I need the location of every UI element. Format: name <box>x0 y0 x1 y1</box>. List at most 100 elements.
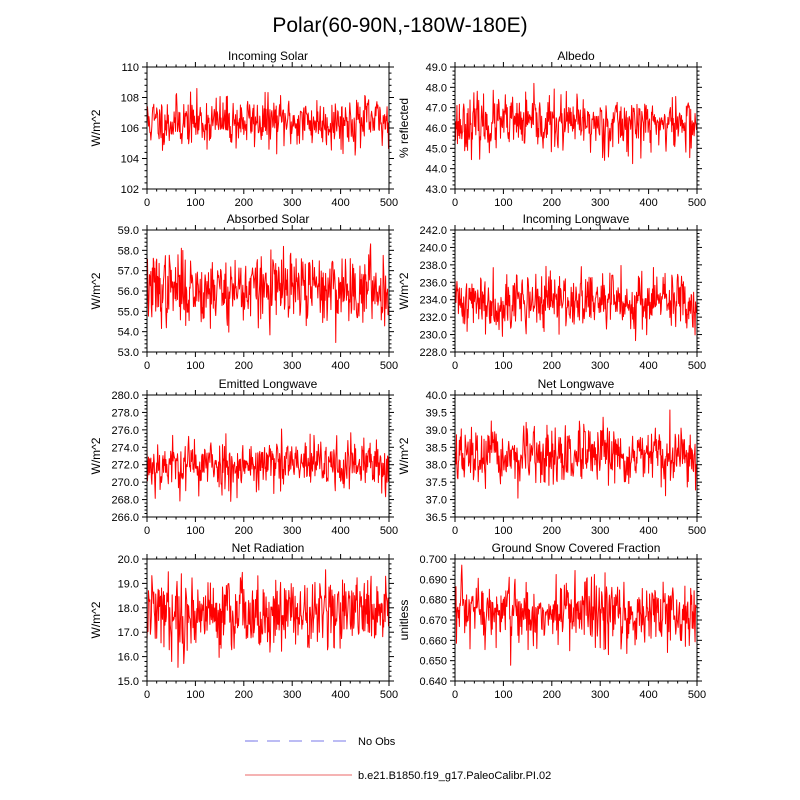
net-radiation-y-tick-label: 19.0 <box>118 578 139 590</box>
albedo-y-tick-label: 47.0 <box>426 103 447 115</box>
incoming-longwave-y-axis-label: W/m^2 <box>397 272 411 309</box>
net-longwave-y-tick-label: 39.5 <box>426 407 447 419</box>
ground-snow-covered-fraction-x-tick-label: 100 <box>494 689 512 701</box>
incoming-longwave-y-tick-label: 236.0 <box>419 277 447 289</box>
ground-snow-covered-fraction-y-tick-label: 0.660 <box>419 635 447 647</box>
ground-snow-covered-fraction-y-tick-label: 0.690 <box>419 574 447 586</box>
absorbed-solar-y-tick-label: 55.0 <box>118 306 139 318</box>
net-radiation-plot-frame <box>146 558 390 682</box>
ground-snow-covered-fraction-y-axis-label: unitless <box>397 600 411 641</box>
net-radiation-y-tick-label: 16.0 <box>118 652 139 664</box>
albedo-series-line <box>454 82 698 165</box>
net-longwave-y-tick-label: 38.5 <box>426 442 447 454</box>
net-longwave-x-tick-label: 300 <box>591 525 609 537</box>
net-radiation-series-line <box>146 569 390 668</box>
net-radiation-title: Net Radiation <box>232 541 305 555</box>
incoming-solar-y-tick-label: 108 <box>121 93 139 105</box>
net-longwave-title: Net Longwave <box>538 377 615 391</box>
emitted-longwave-y-axis-label: W/m^2 <box>89 437 103 474</box>
incoming-longwave-y-tick-label: 240.0 <box>419 242 447 254</box>
absorbed-solar-x-tick-label: 400 <box>331 360 349 372</box>
incoming-solar-x-tick-label: 500 <box>380 197 398 209</box>
albedo-x-tick-label: 200 <box>543 197 561 209</box>
ground-snow-covered-fraction-x-tick-label: 500 <box>688 689 706 701</box>
emitted-longwave-y-tick-label: 274.0 <box>111 442 139 454</box>
ground-snow-covered-fraction-y-tick-label: 0.680 <box>419 595 447 607</box>
net-longwave-x-tick-label: 0 <box>452 525 458 537</box>
incoming-solar-x-tick-label: 300 <box>283 197 301 209</box>
absorbed-solar-x-tick-label: 200 <box>235 360 253 372</box>
ground-snow-covered-fraction-y-tick-label: 0.700 <box>419 554 447 566</box>
ground-snow-covered-fraction-x-tick-label: 400 <box>639 689 657 701</box>
incoming-solar-y-tick-label: 106 <box>121 123 139 135</box>
net-radiation-x-tick-label: 500 <box>380 689 398 701</box>
incoming-longwave-x-tick-label: 200 <box>543 360 561 372</box>
emitted-longwave-x-tick-label: 200 <box>235 525 253 537</box>
net-longwave-x-tick-label: 200 <box>543 525 561 537</box>
albedo-x-tick-label: 100 <box>494 197 512 209</box>
absorbed-solar-y-tick-label: 54.0 <box>118 327 139 339</box>
emitted-longwave-x-tick-label: 400 <box>331 525 349 537</box>
incoming-solar-y-axis-label: W/m^2 <box>89 109 103 146</box>
net-longwave-y-tick-label: 38.0 <box>426 460 447 472</box>
incoming-solar-x-tick-label: 400 <box>331 197 349 209</box>
emitted-longwave-y-tick-label: 268.0 <box>111 495 139 507</box>
net-longwave-x-tick-label: 400 <box>639 525 657 537</box>
emitted-longwave-y-tick-label: 272.0 <box>111 460 139 472</box>
absorbed-solar-y-tick-label: 59.0 <box>118 225 139 237</box>
net-longwave-series-line <box>454 409 697 499</box>
panel-absorbed-solar: 0 100 200 300 400 500 53.0 54.0 55.0 56.0 57.0 58.0… <box>89 212 398 372</box>
absorbed-solar-y-tick-label: 56.0 <box>118 286 139 298</box>
emitted-longwave-x-tick-label: 500 <box>380 525 398 537</box>
incoming-longwave-x-tick-label: 0 <box>452 360 458 372</box>
panel-net-longwave: 0 100 200 300 400 500 36.5 37.0 37.5 38.0 38.5 39.0… <box>397 377 706 537</box>
incoming-longwave-x-tick-label: 300 <box>591 360 609 372</box>
incoming-solar-x-tick-label: 0 <box>144 197 150 209</box>
incoming-longwave-y-tick-label: 228.0 <box>419 347 447 359</box>
emitted-longwave-x-tick-label: 100 <box>186 525 204 537</box>
albedo-y-tick-label: 46.0 <box>426 123 447 135</box>
net-longwave-y-tick-label: 37.0 <box>426 495 447 507</box>
net-radiation-y-tick-label: 20.0 <box>118 554 139 566</box>
absorbed-solar-y-tick-label: 53.0 <box>118 347 139 359</box>
incoming-solar-y-tick-label: 110 <box>121 62 139 74</box>
incoming-longwave-y-tick-label: 238.0 <box>419 260 447 272</box>
emitted-longwave-y-tick-label: 278.0 <box>111 407 139 419</box>
incoming-longwave-title: Incoming Longwave <box>523 212 630 226</box>
net-longwave-plot-frame <box>454 394 698 518</box>
ground-snow-covered-fraction-title: Ground Snow Covered Fraction <box>492 541 661 555</box>
incoming-longwave-x-tick-label: 100 <box>494 360 512 372</box>
incoming-solar-x-tick-label: 100 <box>186 197 204 209</box>
incoming-solar-title: Incoming Solar <box>228 49 308 63</box>
incoming-solar-y-tick-label: 104 <box>121 154 139 166</box>
albedo-y-tick-label: 45.0 <box>426 143 447 155</box>
emitted-longwave-y-tick-label: 280.0 <box>111 390 139 402</box>
net-radiation-x-tick-label: 0 <box>144 689 150 701</box>
emitted-longwave-y-tick-label: 270.0 <box>111 477 139 489</box>
net-radiation-x-tick-label: 100 <box>186 689 204 701</box>
net-longwave-y-tick-label: 36.5 <box>426 512 447 524</box>
net-radiation-x-tick-label: 300 <box>283 689 301 701</box>
incoming-longwave-x-tick-label: 500 <box>688 360 706 372</box>
absorbed-solar-x-tick-label: 0 <box>144 360 150 372</box>
net-radiation-y-tick-label: 18.0 <box>118 603 139 615</box>
net-radiation-x-tick-label: 400 <box>331 689 349 701</box>
emitted-longwave-x-tick-label: 0 <box>144 525 150 537</box>
incoming-longwave-x-tick-label: 400 <box>639 360 657 372</box>
ground-snow-covered-fraction-y-tick-label: 0.670 <box>419 615 447 627</box>
panel-incoming-solar: 0 100 200 300 400 500 102 104 106 108 110 Incoming … <box>89 49 398 209</box>
albedo-y-tick-label: 43.0 <box>426 184 447 196</box>
absorbed-solar-series-line <box>146 243 390 344</box>
incoming-longwave-series-line <box>454 264 698 342</box>
panel-net-radiation: 0 100 200 300 400 500 15.0 16.0 17.0 18.0 19.0 20.0… <box>89 541 398 701</box>
albedo-x-tick-label: 400 <box>639 197 657 209</box>
net-longwave-y-tick-label: 40.0 <box>426 390 447 402</box>
emitted-longwave-y-tick-label: 266.0 <box>111 512 139 524</box>
absorbed-solar-y-axis-label: W/m^2 <box>89 272 103 309</box>
net-radiation-y-axis-label: W/m^2 <box>89 601 103 638</box>
emitted-longwave-plot-frame <box>146 394 390 518</box>
net-longwave-x-tick-label: 100 <box>494 525 512 537</box>
incoming-longwave-y-tick-label: 234.0 <box>419 295 447 307</box>
incoming-longwave-plot-frame <box>454 229 698 353</box>
absorbed-solar-y-tick-label: 58.0 <box>118 245 139 257</box>
